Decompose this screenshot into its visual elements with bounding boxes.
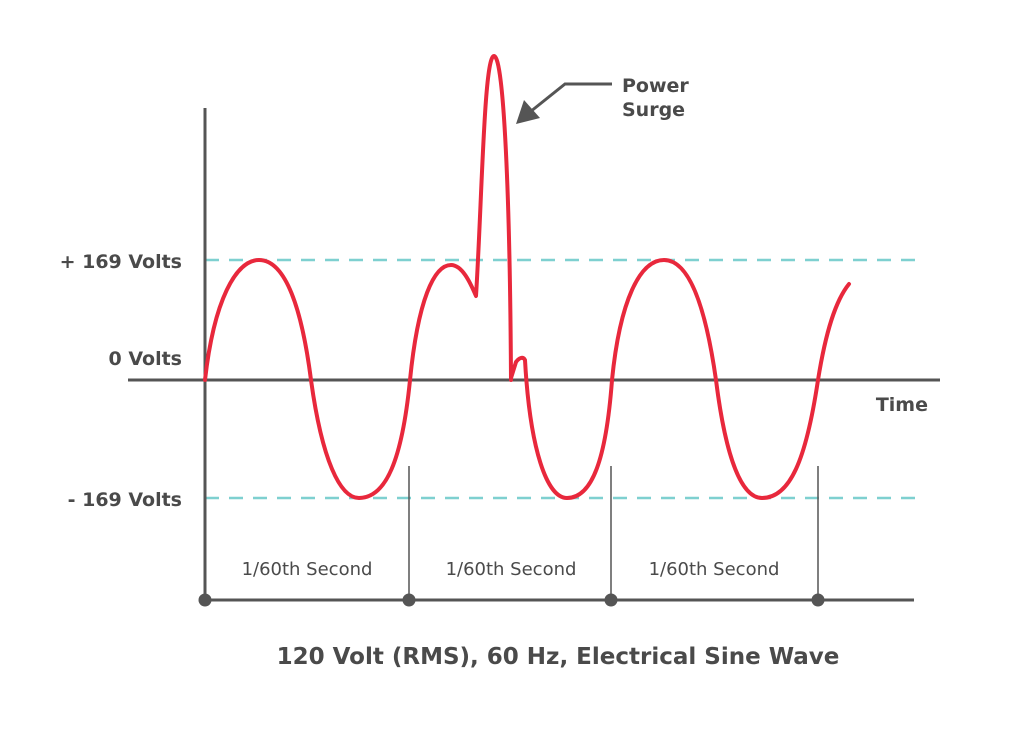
positive-peak-label: + 169 Volts: [60, 251, 182, 273]
period-marker-dot: [811, 593, 825, 607]
period-label: 1/60th Second: [446, 559, 577, 580]
negative-peak-label: - 169 Volts: [68, 489, 182, 511]
surge-callout-line: [529, 82, 612, 114]
diagram-title: 120 Volt (RMS), 60 Hz, Electrical Sine W…: [277, 644, 840, 670]
period-label: 1/60th Second: [242, 559, 373, 580]
callout-label-line2: Surge: [622, 99, 685, 121]
period-marker-dot: [604, 593, 618, 607]
time-axis-label: Time: [876, 394, 928, 416]
period-marker-dot: [198, 593, 212, 607]
period-label: 1/60th Second: [649, 559, 780, 580]
period-marker-dot: [402, 593, 416, 607]
surge-callout-arrowhead: [516, 100, 540, 124]
callout-label-line1: Power: [622, 75, 689, 97]
zero-volts-label: 0 Volts: [109, 348, 182, 370]
sine-wave-with-surge: [203, 54, 851, 500]
